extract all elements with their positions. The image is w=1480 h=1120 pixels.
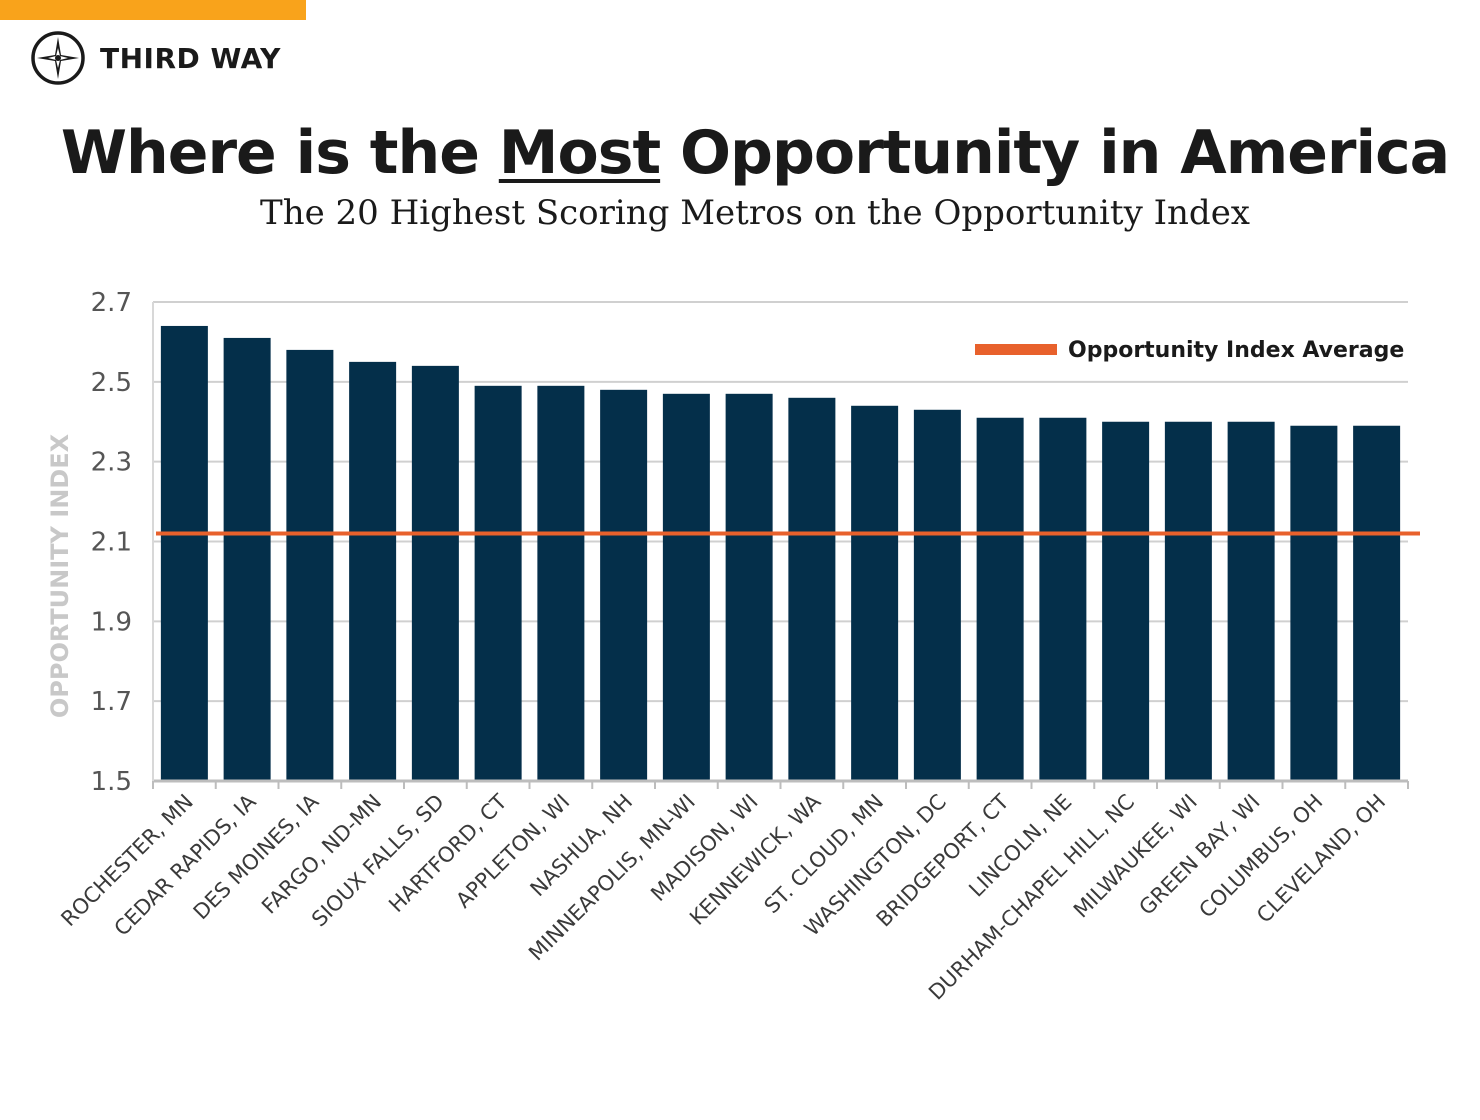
brand-logo: THIRD WAY [30,30,281,86]
bar [725,393,773,781]
title-part-before: Where is the [60,118,499,188]
category-label: APPLETON, WI [451,790,574,913]
bar [1353,425,1401,781]
bar [851,405,899,781]
legend-label: Opportunity Index Average [1068,338,1404,363]
bar [1164,421,1212,781]
y-tick-label: 2.7 [91,288,132,318]
x-axis [152,302,1409,789]
category-label: MADISON, WI [646,790,762,906]
bar [349,361,397,781]
bar [1227,421,1275,781]
bar [1039,417,1087,781]
page-subtitle: The 20 Highest Scoring Metros on the Opp… [260,193,1250,233]
bar [286,349,334,781]
bar [160,325,208,781]
bar [474,385,522,781]
y-axis-ticks: 1.5 1.7 1.9 2.1 2.3 2.5 2.7 [91,288,132,797]
y-tick-label: 1.7 [91,687,132,717]
bar [1102,421,1150,781]
bar [223,337,271,781]
bar [788,397,836,781]
legend: Opportunity Index Average [975,338,1404,363]
y-axis-label: OPPORTUNITY INDEX [46,433,74,718]
compass-star-icon [31,31,85,85]
bar [662,393,710,781]
page-title: Where is the Most Opportunity in America [0,118,1480,188]
brand-name: THIRD WAY [100,41,281,75]
bar [1290,425,1338,781]
brand-accent-bar [0,0,306,20]
title-emphasis: Most [498,118,661,188]
legend-swatch [975,344,1057,355]
bar [913,409,961,781]
bars [160,325,1401,781]
bar [411,365,459,781]
bar [600,389,648,781]
y-tick-label: 1.5 [91,767,132,797]
y-tick-label: 2.5 [91,368,132,398]
bar [537,385,585,781]
title-part-after: Opportunity in America [660,118,1450,188]
y-tick-label: 2.1 [91,528,132,558]
y-tick-label: 2.3 [91,448,132,478]
y-tick-label: 1.9 [91,607,132,637]
bar [976,417,1024,781]
